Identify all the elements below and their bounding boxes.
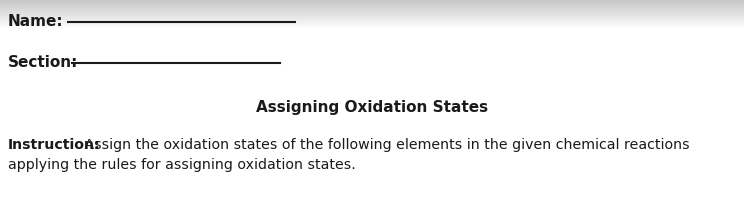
Text: Assign the oxidation states of the following elements in the given chemical reac: Assign the oxidation states of the follo… [80,138,690,152]
Text: applying the rules for assigning oxidation states.: applying the rules for assigning oxidati… [8,158,356,172]
Text: Instruction:: Instruction: [8,138,100,152]
Text: Name:: Name: [8,14,64,29]
Text: Section:: Section: [8,55,78,70]
Text: Assigning Oxidation States: Assigning Oxidation States [256,100,488,115]
